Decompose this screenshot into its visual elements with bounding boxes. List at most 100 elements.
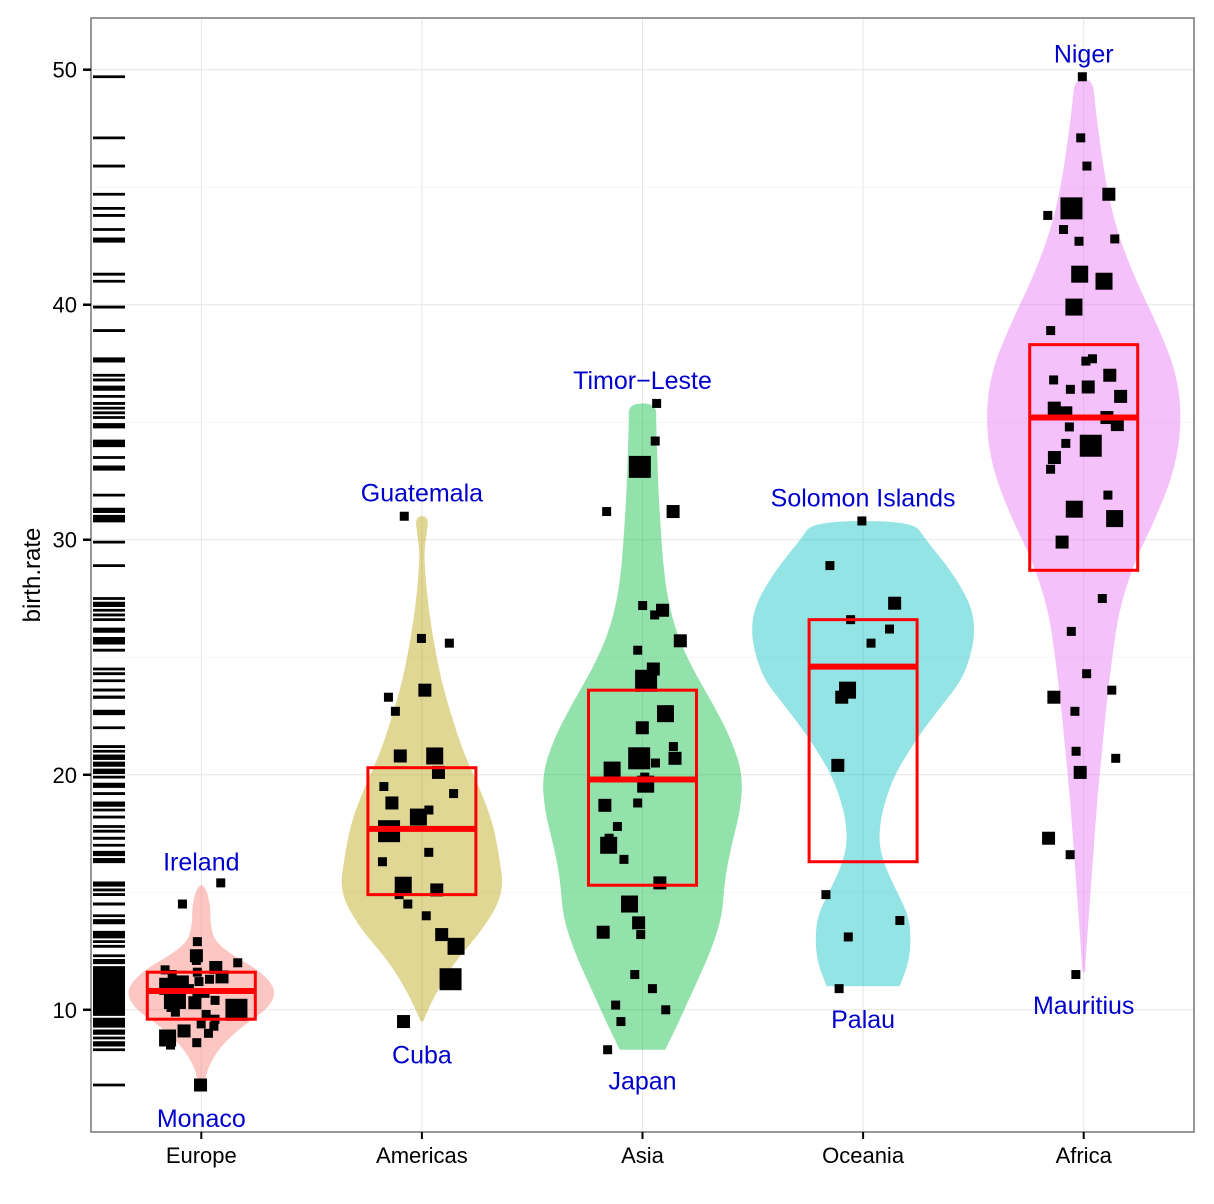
point-americas (447, 937, 465, 955)
point-africa (1065, 850, 1075, 860)
box-africa (1028, 343, 1140, 572)
y-tick-label: 20 (53, 763, 77, 788)
point-africa (1043, 210, 1053, 220)
point-africa (1110, 234, 1120, 244)
x-tick-label: Europe (166, 1143, 237, 1168)
point-americas (416, 633, 426, 643)
point-oceania (839, 681, 857, 699)
point-africa (1076, 133, 1086, 143)
y-tick-label: 50 (53, 58, 77, 83)
point-africa (1106, 510, 1124, 528)
point-europe (194, 1078, 208, 1092)
point-americas (394, 876, 412, 894)
point-africa (1070, 706, 1080, 716)
point-europe (192, 1038, 202, 1048)
point-americas (444, 638, 454, 648)
point-europe (205, 974, 215, 984)
point-europe (203, 1028, 213, 1038)
point-africa (1065, 500, 1083, 518)
point-africa (1107, 685, 1117, 695)
point-africa (1095, 272, 1113, 290)
point-europe (196, 1019, 206, 1029)
point-americas (424, 847, 434, 857)
point-asia (633, 798, 643, 808)
annotation-label: Timor−Leste (573, 367, 712, 395)
point-asia (668, 751, 682, 765)
point-asia (611, 1000, 621, 1010)
point-asia (604, 833, 614, 843)
point-africa (1047, 401, 1061, 415)
point-africa (1065, 384, 1075, 394)
annotation-label: Ireland (163, 849, 239, 877)
x-tick-label: Americas (376, 1143, 468, 1168)
point-asia (638, 601, 648, 611)
point-asia (673, 634, 687, 648)
point-asia (656, 705, 674, 723)
point-europe (170, 1007, 180, 1017)
point-americas (390, 706, 400, 716)
point-asia (603, 761, 621, 779)
point-europe (177, 1024, 191, 1038)
x-tick-label: Oceania (822, 1143, 905, 1168)
point-americas (418, 683, 432, 697)
point-africa (1081, 356, 1091, 366)
point-africa (1049, 375, 1059, 385)
point-asia (632, 916, 646, 930)
point-oceania (831, 758, 845, 772)
point-asia (621, 895, 639, 913)
point-asia (616, 1017, 626, 1027)
point-africa (1071, 970, 1081, 980)
x-tick-label: Africa (1056, 1143, 1113, 1168)
point-americas (439, 968, 462, 991)
point-americas (409, 808, 427, 826)
point-oceania (866, 638, 876, 648)
point-africa (1081, 380, 1095, 394)
point-africa (1064, 422, 1074, 432)
point-africa (1060, 197, 1083, 220)
point-americas (426, 747, 444, 765)
annotation-layer: Ireland Monaco Guatemala Cuba Timor−Leste Jap… (157, 40, 1135, 1133)
point-africa (1082, 669, 1092, 679)
point-africa (1074, 236, 1084, 246)
point-europe (216, 878, 226, 888)
annotation-label: Japan (608, 1067, 676, 1095)
y-axis: 10 20 30 40 50 (53, 58, 91, 1023)
point-oceania (885, 624, 895, 634)
point-americas (397, 1015, 411, 1029)
point-asia (666, 505, 680, 519)
point-asia (650, 758, 660, 768)
annotation-label: Cuba (392, 1041, 452, 1069)
point-africa (1097, 594, 1107, 604)
point-europe (233, 1000, 243, 1010)
point-africa (1047, 690, 1061, 704)
point-americas (421, 911, 431, 921)
point-asia (635, 721, 649, 735)
point-africa (1110, 418, 1124, 432)
grid-lines (91, 18, 1194, 1132)
point-africa (1061, 438, 1071, 448)
point-asia (603, 1045, 613, 1055)
point-africa (1042, 831, 1056, 845)
point-europe (192, 937, 202, 947)
point-americas (379, 782, 389, 792)
annotation-label: Guatemala (361, 480, 483, 508)
box-oceania (807, 618, 919, 864)
point-americas (393, 749, 407, 763)
point-europe (209, 1021, 219, 1031)
point-americas (399, 511, 409, 521)
point-asia (652, 398, 662, 408)
annotation-label: Monaco (157, 1105, 246, 1133)
point-oceania (821, 890, 831, 900)
point-oceania (895, 915, 905, 925)
point-europe (167, 970, 177, 980)
annotation-label: Solomon Islands (771, 484, 956, 512)
point-oceania (843, 932, 853, 942)
point-asia (628, 455, 651, 478)
point-europe (160, 965, 170, 975)
point-asia (602, 507, 612, 517)
x-tick-label: Asia (621, 1143, 665, 1168)
point-europe (201, 1009, 211, 1019)
point-europe (233, 958, 243, 968)
point-oceania (888, 596, 902, 610)
point-americas (449, 789, 459, 799)
